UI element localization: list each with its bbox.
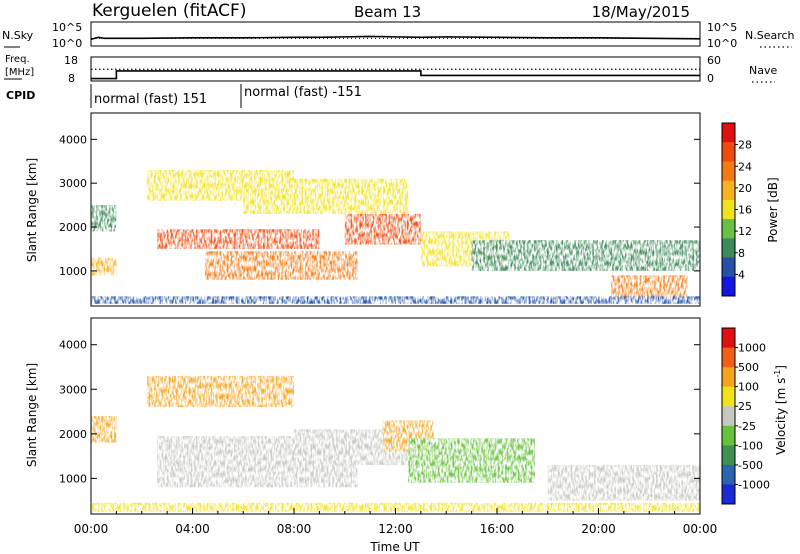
range-tick-label-1: 1000 [59, 472, 87, 485]
colorbar-swatch-3 [722, 161, 735, 182]
time-tick-label-3: 08:00 [277, 522, 312, 536]
colorbar-swatch-2 [722, 347, 735, 368]
velocity-colorbar-label-exponent: -1 [773, 370, 782, 378]
beam-title: Beam 13 [354, 3, 421, 21]
colorbar-swatch-7 [722, 445, 735, 466]
colorbar-swatch-7 [722, 238, 735, 259]
velocity-panel: 1000 2000 3000 4000 Slant Range [km] 1000 50… [25, 317, 788, 554]
colorbar-swatch-6 [722, 425, 735, 446]
time-tick-label-7: 00:00 [683, 522, 718, 536]
echo-region-7 [547, 465, 700, 501]
frequency-series-1 [91, 70, 700, 80]
velocity-colorbar-label: Velocity [m s-1] [773, 365, 788, 455]
noise-tick-top-left: 10^5 [52, 21, 82, 34]
colorbar-tick-label-7: -500 [738, 459, 763, 472]
range-tick-label-2: 2000 [59, 221, 87, 234]
colorbar-swatch-8 [722, 464, 735, 485]
freq-tick-bottom-left: 8 [68, 72, 75, 85]
colorbar-swatch-3 [722, 367, 735, 388]
noise-right-label: N.Search [745, 29, 795, 42]
colorbar-swatch-6 [722, 219, 735, 239]
colorbar-tick-label-7: 4 [738, 268, 745, 281]
echo-region-3 [344, 213, 421, 245]
time-tick-label-4: 12:00 [378, 522, 413, 536]
colorbar-frame [721, 327, 736, 505]
range-tick-label-3: 3000 [59, 177, 87, 190]
noise-left-label: N.Sky [2, 29, 34, 42]
power-colorbar-label: Power [dB] [766, 177, 780, 242]
colorbar-tick-label-4: 25 [738, 400, 752, 413]
velocity-ylabel: Slant Range [km] [25, 363, 39, 467]
colorbar-tick-label-8: -1000 [738, 478, 770, 491]
range-tick-label-4: 4000 [59, 133, 87, 146]
colorbar-tick-label-2: 24 [738, 160, 752, 173]
echo-region-2 [205, 251, 358, 280]
colorbar-tick-label-3: 100 [738, 381, 759, 394]
frequency-panel: Freq. [MHz] 18 8 60 0 Nave [4, 54, 777, 85]
colorbar-tick-label-5: -25 [738, 420, 756, 433]
echo-region-8 [91, 502, 700, 512]
nave-right-label: Nave [749, 64, 777, 77]
colorbar-swatch-2 [722, 142, 735, 162]
freq-tick-top-left: 18 [64, 54, 78, 67]
time-tick-label-2: 04:00 [175, 522, 210, 536]
cpid-panel: CPID normal (fast) 151 normal (fast) -15… [6, 84, 362, 108]
colorbar-swatch-9 [722, 276, 735, 297]
power-panel: 1000 2000 3000 4000 Slant Range [km] 28 24 20… [25, 112, 780, 307]
noise-panel: N.Sky 10^5 10^0 10^5 10^0 N.Search [2, 21, 795, 50]
colorbar-swatch-4 [722, 180, 735, 201]
date-title: 18/May/2015 [592, 3, 690, 21]
power-ylabel: Slant Range [km] [25, 158, 39, 262]
echo-region-11 [91, 296, 700, 304]
range-tick-label-1: 1000 [59, 265, 87, 278]
range-tick-label-3: 3000 [59, 383, 87, 396]
range-tick-label-2: 2000 [59, 428, 87, 441]
echo-region-9 [471, 240, 700, 271]
colorbar-tick-label-6: -100 [738, 439, 763, 452]
cpid-entry-1: normal (fast) 151 [94, 92, 207, 107]
velocity-colorbar-label-close: ] [774, 365, 788, 370]
echo-region-3 [146, 375, 294, 408]
colorbar-swatch-5 [722, 199, 735, 220]
colorbar-tick-label-2: 500 [738, 361, 759, 374]
echo-region-5 [408, 438, 536, 483]
noise-tick-bottom-right: 10^0 [707, 37, 737, 50]
echo-region-6 [91, 416, 117, 443]
cpid-label: CPID [6, 89, 35, 102]
time-tick-label-6: 20:00 [581, 522, 616, 536]
colorbar-swatch-1 [722, 123, 735, 143]
x-axis-label: Time UT [369, 540, 420, 554]
colorbar-tick-label-1: 28 [738, 139, 752, 152]
echo-region-7 [91, 257, 117, 276]
nave-tick-bottom-right: 0 [707, 72, 714, 85]
colorbar-swatch-5 [722, 406, 735, 427]
colorbar-tick-label-5: 12 [738, 225, 752, 238]
colorbar-tick-label-3: 20 [738, 182, 752, 195]
colorbar-swatch-1 [722, 328, 735, 349]
colorbar-swatch-9 [722, 484, 735, 505]
time-tick-label-5: 16:00 [480, 522, 515, 536]
freq-label-line1: Freq. [5, 54, 30, 65]
noise-tick-top-right: 10^5 [707, 21, 737, 34]
colorbar-tick-label-1: 1000 [738, 342, 766, 355]
station-title: Kerguelen (fitACF) [92, 1, 246, 21]
colorbar-swatch-8 [722, 257, 735, 278]
colorbar-tick-label-6: 8 [738, 247, 745, 260]
cpid-entry-2: normal (fast) -151 [244, 85, 362, 100]
noise-tick-bottom-left: 10^0 [52, 37, 82, 50]
time-tick-label-1: 00:00 [74, 522, 109, 536]
freq-label-line2: [MHz] [5, 67, 34, 78]
velocity-colorbar-label-text: Velocity [m s [774, 378, 788, 455]
range-tick-label-4: 4000 [59, 339, 87, 352]
echo-region-6 [243, 178, 409, 214]
colorbar-tick-label-4: 16 [738, 204, 752, 217]
colorbar-swatch-4 [722, 386, 735, 407]
echo-region-10 [611, 275, 688, 300]
echo-region-1 [156, 229, 320, 249]
nave-tick-top-right: 60 [707, 54, 721, 67]
